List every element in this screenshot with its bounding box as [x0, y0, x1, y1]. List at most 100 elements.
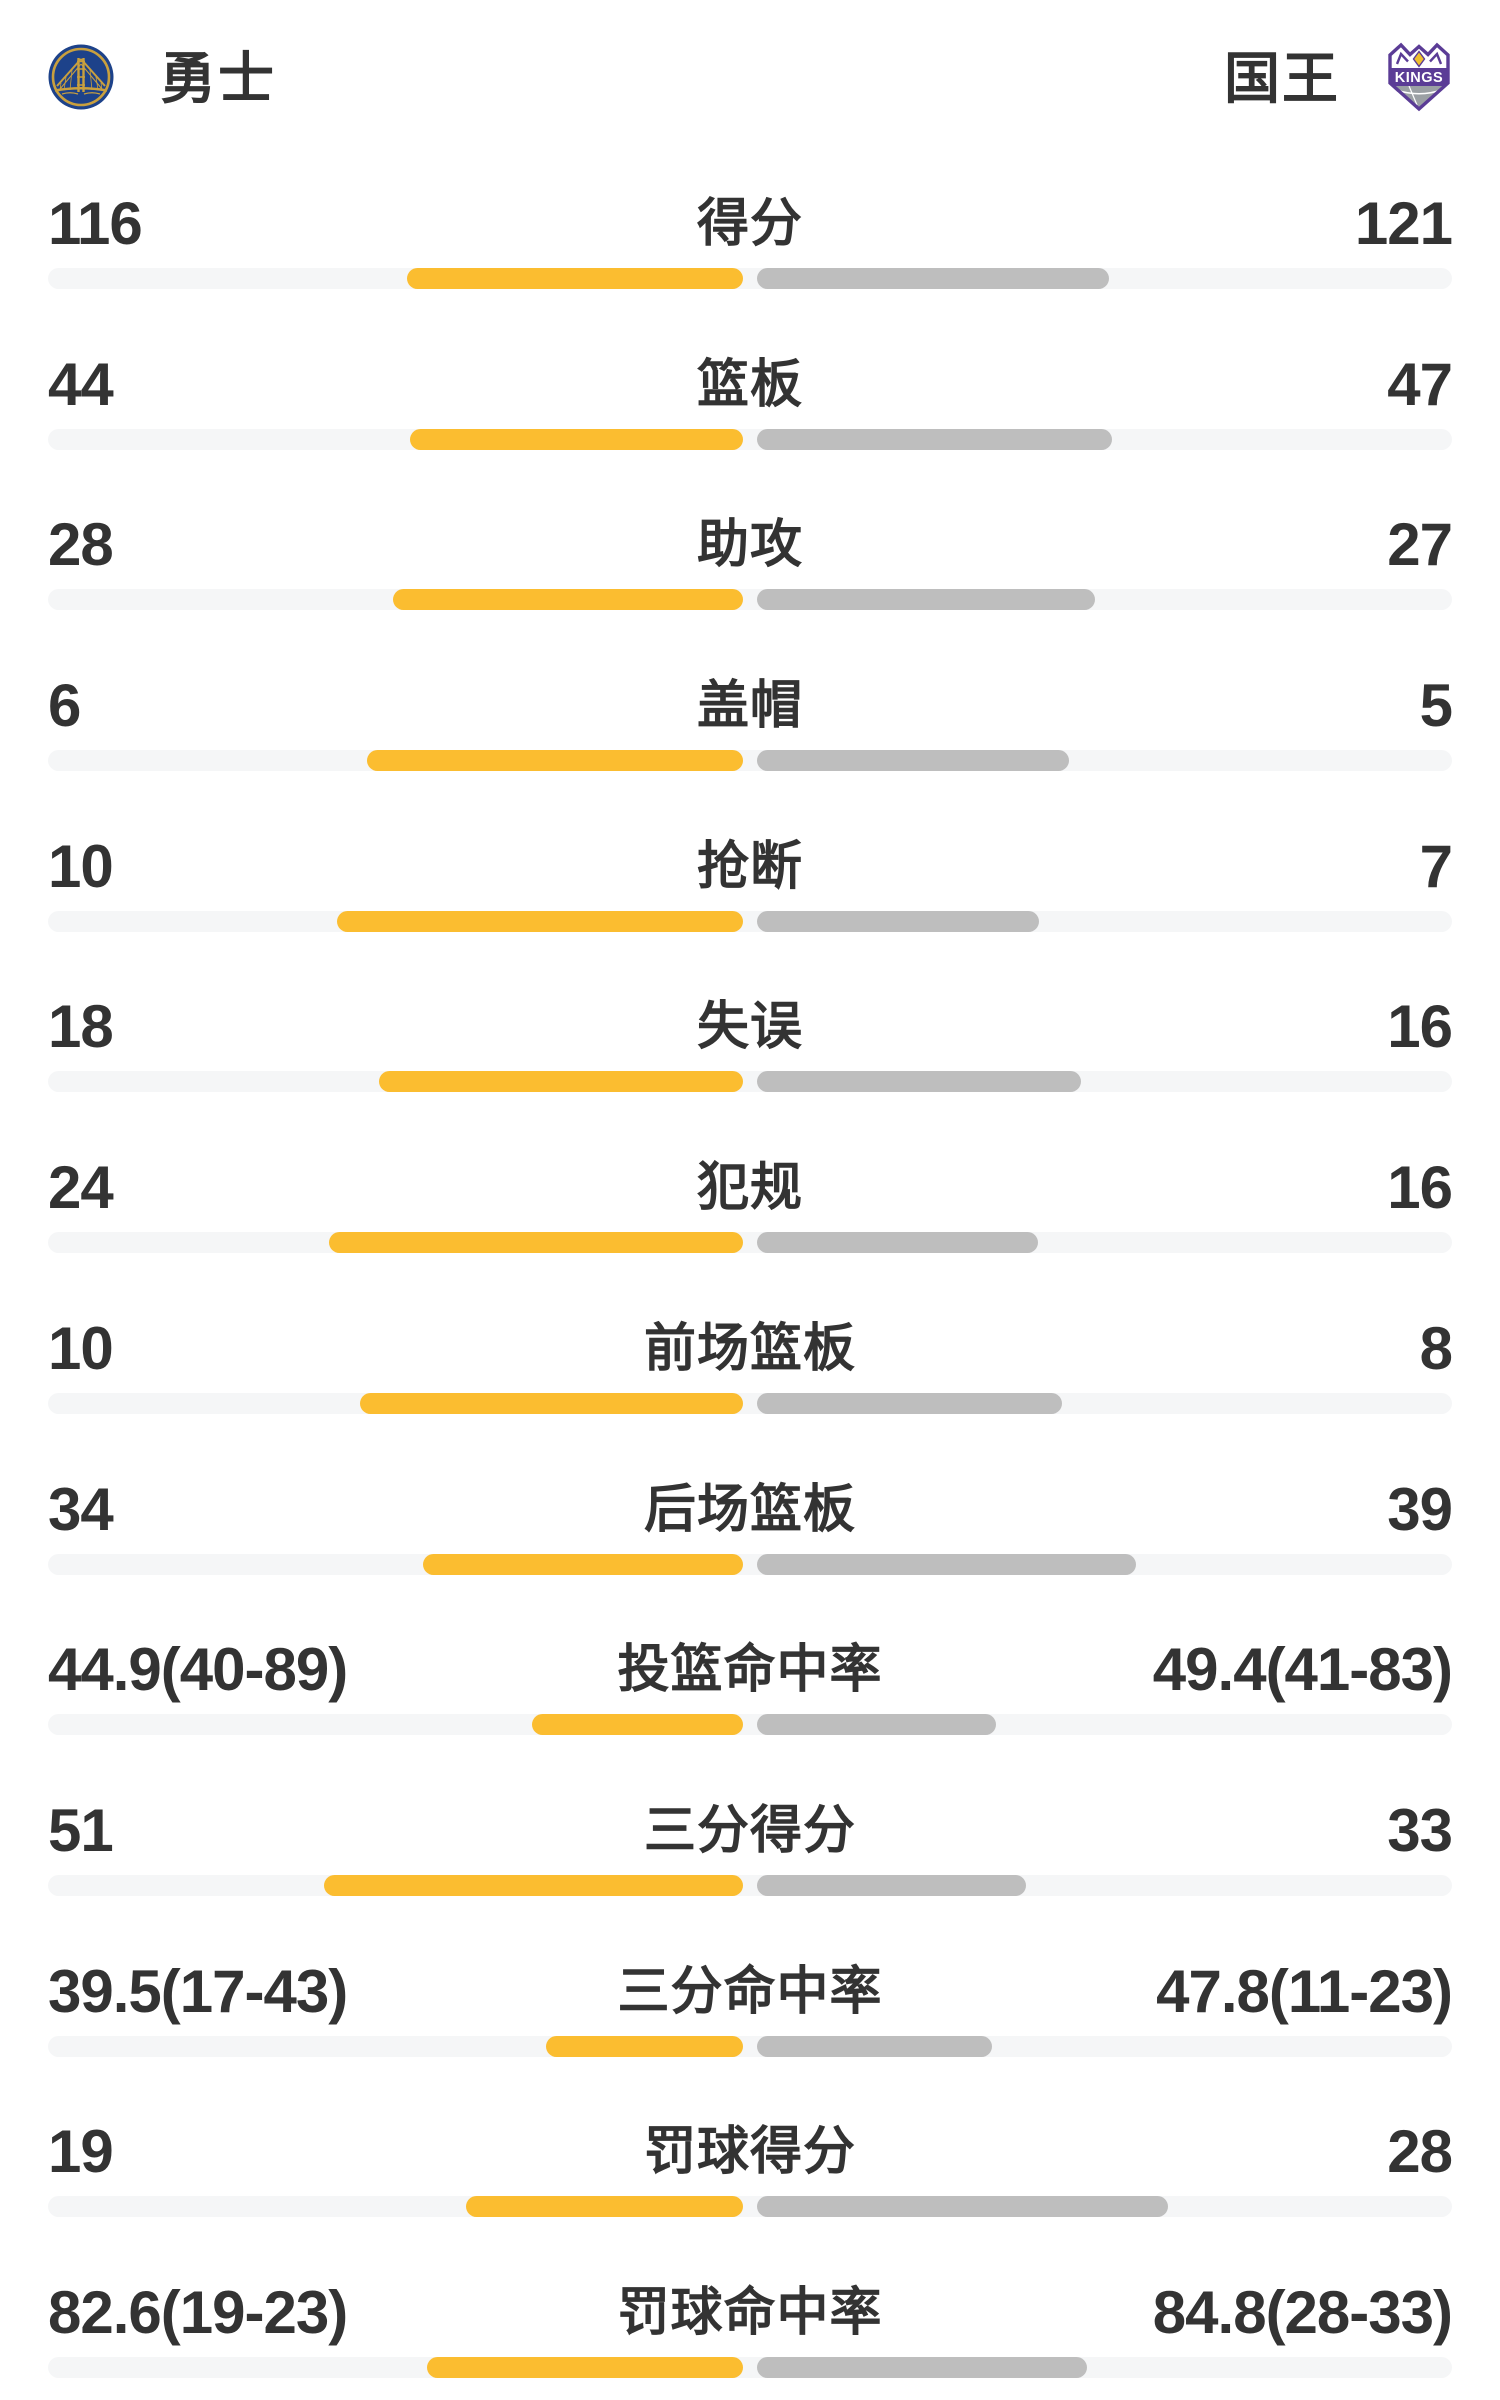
right-team-bar — [757, 1714, 996, 1736]
stat-label: 罚球得分 — [643, 2123, 856, 2182]
right-team-bar — [757, 589, 1095, 611]
stat-label: 盖帽 — [696, 677, 803, 736]
stat-text-line: 10 抢断 7 — [48, 832, 1453, 900]
stat-row: 39.5(17-43) 三分命中率 47.8(11-23) — [48, 1957, 1453, 2122]
right-team-bar — [757, 1392, 1062, 1414]
stat-label: 助攻 — [696, 516, 803, 575]
stat-row: 10 抢断 7 — [48, 832, 1453, 997]
right-team-value: 16 — [1387, 993, 1453, 1061]
right-team-value: 121 — [1354, 190, 1453, 257]
stat-text-line: 39.5(17-43) 三分命中率 47.8(11-23) — [48, 1957, 1453, 2025]
stat-text-line: 51 三分得分 33 — [48, 1796, 1453, 1864]
stat-row: 28 助攻 27 — [48, 511, 1453, 675]
left-team-value: 82.6(19-23) — [48, 2278, 348, 2346]
stat-bar-track — [48, 1071, 1452, 1093]
left-team-bar — [337, 910, 743, 932]
left-team-value: 34 — [48, 1475, 114, 1543]
stat-row: 18 失误 16 — [48, 993, 1453, 1157]
stat-text-line: 6 盖帽 5 — [48, 672, 1453, 740]
match-header: 勇士 国王 — [48, 42, 1452, 115]
stat-row: 51 三分得分 33 — [48, 1796, 1453, 1961]
stat-bar-track — [48, 1392, 1452, 1414]
stat-text-line: 19 罚球得分 28 — [48, 2118, 1453, 2186]
left-team-value: 6 — [48, 672, 81, 740]
right-team-value: 33 — [1387, 1796, 1453, 1864]
left-team-bar — [392, 589, 743, 611]
left-team-value: 18 — [48, 993, 114, 1061]
right-team-name: 国王 — [1224, 47, 1340, 110]
right-team-value: 49.4(41-83) — [1152, 1636, 1453, 1704]
stat-text-line: 18 失误 16 — [48, 993, 1453, 1061]
right-team-bar — [757, 750, 1070, 772]
kings-logo-wordmark: KINGS — [1395, 70, 1443, 86]
warriors-logo-icon — [48, 44, 114, 115]
stat-bar-track — [48, 268, 1452, 289]
left-team-value: 10 — [48, 1314, 114, 1382]
left-team-header: 勇士 — [48, 44, 276, 115]
left-team-value: 19 — [48, 2118, 114, 2186]
right-team-bar — [757, 1874, 1026, 1896]
stat-row: 34 后场篮板 39 — [48, 1475, 1453, 1640]
stat-label: 后场篮板 — [643, 1480, 856, 1539]
left-team-bar — [532, 1714, 743, 1736]
left-team-bar — [422, 1553, 743, 1575]
stat-bar-track — [48, 428, 1452, 450]
right-team-bar — [757, 268, 1109, 289]
left-team-bar — [466, 2196, 743, 2218]
stat-label: 投篮命中率 — [617, 1641, 883, 1700]
left-team-bar — [546, 2035, 743, 2057]
left-team-value: 10 — [48, 832, 114, 900]
left-team-value: 39.5(17-43) — [48, 1957, 348, 2025]
right-team-bar — [757, 910, 1040, 932]
right-team-bar — [757, 2035, 993, 2057]
stat-row: 19 罚球得分 28 — [48, 2118, 1453, 2282]
stat-text-line: 44 篮板 47 — [48, 350, 1453, 418]
right-team-value: 84.8(28-33) — [1152, 2278, 1453, 2346]
left-team-bar — [427, 2356, 743, 2378]
left-team-value: 44.9(40-89) — [48, 1636, 348, 1704]
stat-row: 44 篮板 47 — [48, 350, 1453, 515]
right-team-bar — [757, 1232, 1038, 1254]
stat-label: 三分命中率 — [617, 1962, 883, 2021]
stat-row: 82.6(19-23) 罚球命中率 84.8(28-33) — [48, 2278, 1453, 2400]
right-team-value: 27 — [1387, 511, 1453, 579]
right-team-bar — [757, 2196, 1169, 2218]
stat-bar-track — [48, 1874, 1452, 1896]
stat-bar-track — [48, 2356, 1452, 2378]
left-team-value: 44 — [48, 350, 114, 418]
stat-bar-track — [48, 2035, 1452, 2057]
right-team-value: 8 — [1419, 1314, 1453, 1382]
stats-list: 116 得分 121 44 篮板 47 28 助攻 27 6 — [48, 190, 1453, 2400]
right-team-value: 47 — [1387, 350, 1453, 418]
left-team-bar — [406, 268, 743, 289]
stat-label: 前场篮板 — [643, 1319, 856, 1378]
stat-label: 犯规 — [696, 1159, 803, 1218]
stat-row: 6 盖帽 5 — [48, 672, 1453, 836]
stat-label: 失误 — [696, 998, 803, 1057]
left-team-bar — [367, 750, 743, 772]
right-team-value: 47.8(11-23) — [1156, 1957, 1453, 2025]
stat-text-line: 28 助攻 27 — [48, 511, 1453, 579]
stat-bar-track — [48, 750, 1452, 772]
stat-bar-track — [48, 1553, 1452, 1575]
right-team-value: 16 — [1387, 1154, 1453, 1222]
stat-bar-track — [48, 589, 1452, 611]
left-team-bar — [410, 428, 743, 450]
stat-label: 抢断 — [696, 837, 803, 896]
stat-row: 10 前场篮板 8 — [48, 1314, 1453, 1479]
right-team-value: 28 — [1387, 2118, 1453, 2186]
right-team-bar — [757, 428, 1113, 450]
right-team-bar — [757, 1071, 1081, 1093]
kings-logo-icon: KINGS — [1386, 42, 1452, 117]
stat-text-line: 44.9(40-89) 投篮命中率 49.4(41-83) — [48, 1636, 1453, 1704]
left-team-value: 24 — [48, 1154, 114, 1222]
right-team-value: 5 — [1419, 672, 1453, 740]
stat-text-line: 34 后场篮板 39 — [48, 1475, 1453, 1543]
left-team-bar — [323, 1874, 743, 1896]
right-team-value: 39 — [1387, 1475, 1453, 1543]
stat-row: 24 犯规 16 — [48, 1154, 1453, 1318]
right-team-header: 国王 KINGS — [1224, 42, 1452, 117]
stat-text-line: 10 前场篮板 8 — [48, 1314, 1453, 1382]
stat-row: 116 得分 121 — [48, 190, 1453, 354]
stat-bar-track — [48, 1232, 1452, 1254]
